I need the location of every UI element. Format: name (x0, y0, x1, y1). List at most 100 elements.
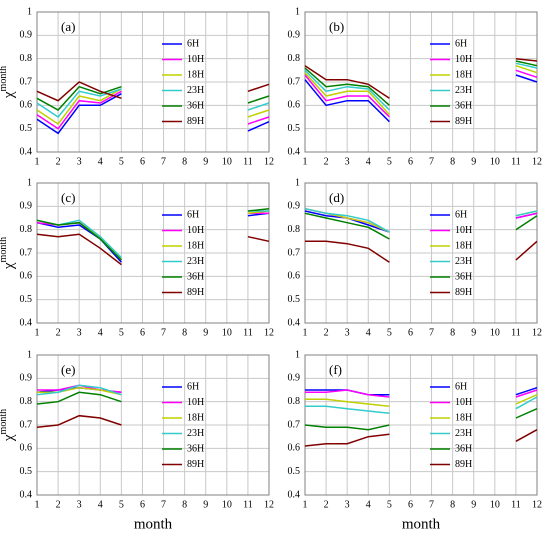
legend-label: 36H (187, 443, 204, 454)
legend-label: 89H (455, 459, 472, 470)
y-tick-label: 0.9 (288, 30, 301, 41)
plot-border (36, 11, 270, 153)
x-tick-label: 10 (490, 156, 500, 167)
x-tick-label: 2 (324, 156, 329, 167)
x-tick-label: 6 (408, 327, 413, 338)
x-tick-label: 4 (98, 327, 103, 338)
series-line (36, 85, 270, 111)
x-tick-label: 12 (532, 327, 542, 338)
legend-label: 10H (187, 397, 204, 408)
x-tick-label: 11 (243, 499, 253, 510)
x-tick-label: 8 (450, 327, 455, 338)
y-tick-label: 0.8 (288, 224, 301, 235)
y-tick-label: 1 (27, 349, 32, 360)
y-tick-label: 0.7 (20, 419, 33, 430)
y-tick-label: 0.9 (20, 373, 33, 384)
x-tick-label: 3 (77, 156, 82, 167)
y-tick-label: 0.7 (288, 247, 301, 258)
legend-label: 23H (455, 85, 472, 96)
x-tick-label: 10 (222, 499, 232, 510)
y-axis-label-symbol: χ (1, 91, 17, 99)
x-tick-label: 11 (511, 327, 521, 338)
y-tick-label: 0.8 (288, 53, 301, 64)
x-tick-label: 9 (471, 327, 476, 338)
x-tick-label: 7 (161, 327, 166, 338)
panel-label: (d) (329, 190, 344, 205)
legend-label: 18H (187, 69, 204, 80)
y-tick-label: 0.5 (20, 466, 33, 477)
x-tick-label: 10 (222, 327, 232, 338)
legend-label: 36H (455, 443, 472, 454)
y-tick-label: 0.7 (288, 419, 301, 430)
legend-label: 89H (455, 287, 472, 298)
x-tick-label: 2 (324, 499, 329, 510)
x-tick-label: 5 (387, 327, 392, 338)
y-axis-label-symbol: χ (1, 262, 17, 270)
x-tick-label: 11 (243, 327, 253, 338)
series-line (304, 74, 538, 123)
y-tick-label: 0.6 (20, 100, 33, 111)
series-line (304, 207, 538, 233)
y-axis-label-symbol: χ (1, 434, 17, 442)
y-tick-label: 0.5 (288, 466, 301, 477)
x-tick-label: 12 (532, 499, 542, 510)
y-tick-label: 0.9 (20, 201, 33, 212)
legend-label: 89H (187, 459, 204, 470)
y-tick-label: 0.5 (288, 123, 301, 134)
y-tick-label: 0.6 (20, 271, 33, 282)
series-line (36, 93, 270, 135)
x-tick-label: 2 (56, 499, 61, 510)
x-tick-label: 4 (366, 156, 371, 167)
series-line (36, 90, 270, 130)
panel-label: (c) (61, 190, 75, 205)
x-tick-label: 8 (182, 327, 187, 338)
x-tick-label: 5 (119, 499, 124, 510)
x-tick-label: 9 (203, 499, 208, 510)
y-tick-label: 1 (295, 6, 300, 17)
series-line (304, 64, 538, 116)
y-tick-label: 1 (27, 177, 32, 188)
legend-label: 23H (187, 428, 204, 439)
y-tick-label: 0.8 (20, 53, 33, 64)
y-axis-label: χmonth (0, 409, 17, 442)
legend-label: 10H (455, 225, 472, 236)
x-tick-label: 5 (387, 499, 392, 510)
y-axis-label: χmonth (0, 66, 17, 99)
series-line (304, 212, 538, 240)
y-tick-label: 0.5 (20, 294, 33, 305)
series-line (36, 233, 270, 266)
x-tick-label: 8 (182, 156, 187, 167)
y-tick-label: 0.4 (20, 317, 33, 328)
y-tick-label: 0.7 (20, 76, 33, 87)
x-tick-label: 3 (345, 499, 350, 510)
y-axis-label-superscript: month (0, 237, 9, 263)
legend-label: 36H (187, 271, 204, 282)
y-tick-label: 0.6 (288, 443, 301, 454)
y-tick-label: 0.7 (20, 247, 33, 258)
legend-label: 10H (455, 397, 472, 408)
x-tick-label: 1 (303, 327, 308, 338)
series-line (305, 389, 538, 398)
x-tick-label: 4 (98, 156, 103, 167)
series-line (37, 386, 122, 396)
y-tick-label: 0.9 (288, 373, 301, 384)
y-tick-label: 0.6 (288, 100, 301, 111)
x-tick-label: 4 (366, 327, 371, 338)
x-tick-label: 7 (161, 499, 166, 510)
x-tick-label: 2 (324, 327, 329, 338)
x-tick-label: 8 (450, 499, 455, 510)
x-tick-label: 5 (119, 156, 124, 167)
y-tick-label: 0.4 (20, 489, 33, 500)
x-tick-label: 12 (264, 499, 274, 510)
x-tick-label: 10 (490, 499, 500, 510)
x-tick-label: 8 (182, 499, 187, 510)
legend-label: 36H (455, 100, 472, 111)
legend-label: 10H (187, 225, 204, 236)
x-tick-label: 1 (303, 156, 308, 167)
series-line (304, 408, 538, 431)
plot-border (36, 354, 270, 496)
series-line (36, 414, 122, 429)
series-line (304, 57, 538, 99)
x-tick-label: 9 (471, 499, 476, 510)
